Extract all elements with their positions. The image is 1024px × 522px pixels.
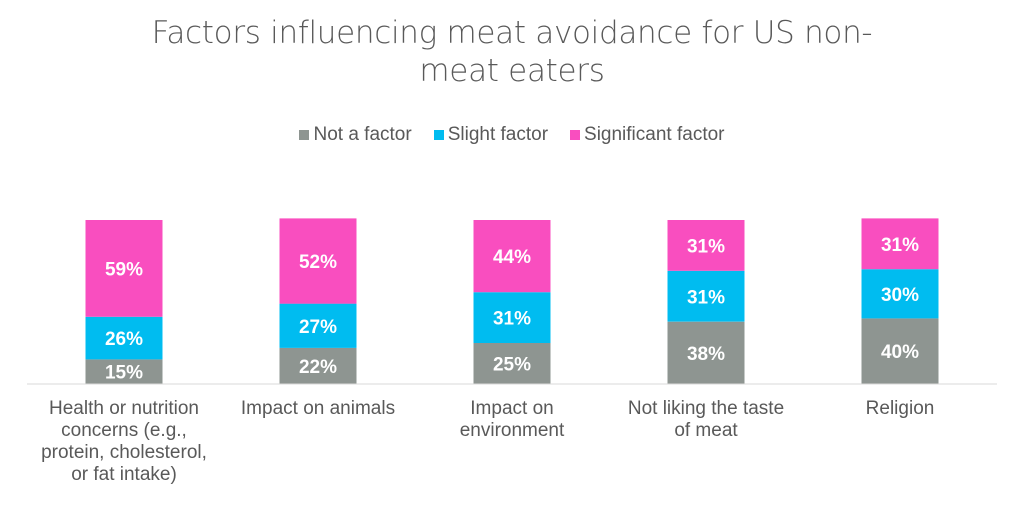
- category-label: Not liking the taste of meat: [609, 398, 803, 442]
- data-label-significant-factor: 31%: [687, 236, 725, 257]
- data-label-slight-factor: 30%: [881, 285, 919, 306]
- bar-segment-not-a-factor: [861, 318, 939, 384]
- legend-swatch-significant-factor: [570, 130, 581, 140]
- legend: Not a factor Slight factor Significant f…: [0, 124, 1024, 146]
- category-label-line: Impact on: [470, 398, 554, 419]
- category-label-line: Religion: [865, 398, 935, 419]
- data-label-not-a-factor: 22%: [299, 357, 337, 378]
- bar-segment-not-a-factor: [85, 359, 163, 384]
- bar-segment-significant-factor: [85, 220, 163, 317]
- category-label-line: Impact on animals: [240, 398, 396, 419]
- legend-label-slight-factor: Slight factor: [447, 124, 549, 145]
- legend-item-significant-factor: Significant factor: [570, 124, 725, 146]
- data-label-slight-factor: 31%: [687, 287, 725, 308]
- legend-item-slight-factor: Slight factor: [433, 124, 549, 146]
- data-label-slight-factor: 27%: [299, 317, 337, 338]
- data-label-not-a-factor: 15%: [105, 363, 143, 384]
- data-label-not-a-factor: 38%: [687, 344, 725, 365]
- bar-segment-significant-factor: [473, 220, 551, 293]
- bar-segment-slight-factor: [85, 316, 163, 360]
- bar-segment-significant-factor: [861, 218, 939, 270]
- bar-segment-slight-factor: [279, 303, 357, 348]
- legend-swatch-not-a-factor: [299, 130, 310, 140]
- category-label-line: environment: [459, 420, 565, 441]
- data-label-not-a-factor: 25%: [493, 355, 531, 376]
- data-label-not-a-factor: 40%: [881, 342, 919, 363]
- category-label: Impact on animals: [221, 398, 415, 420]
- bar-segment-not-a-factor: [473, 343, 551, 384]
- category-label-line: Not liking the taste: [627, 398, 785, 419]
- data-label-significant-factor: 52%: [299, 252, 337, 273]
- chart-title: Factors influencing meat avoidance for U…: [0, 14, 1024, 90]
- chart-title-line-1: Factors influencing meat avoidance for U…: [151, 15, 873, 51]
- category-label-line: protein, cholesterol,: [41, 442, 207, 463]
- data-label-significant-factor: 59%: [105, 259, 143, 280]
- legend-item-not-a-factor: Not a factor: [299, 124, 412, 146]
- legend-label-significant-factor: Significant factor: [584, 124, 725, 145]
- category-label-line: Health or nutrition: [49, 398, 199, 419]
- bar-segment-significant-factor: [667, 220, 745, 271]
- bar-segment-not-a-factor: [279, 347, 357, 384]
- data-label-slight-factor: 31%: [493, 309, 531, 330]
- bar-segment-significant-factor: [279, 218, 357, 304]
- data-label-significant-factor: 44%: [493, 247, 531, 268]
- bar-segment-not-a-factor: [667, 321, 745, 384]
- bars-group: 15% 26% 59% 22% 27% 52% 25% 31% 44% 38% 31% 31% 40% 3…: [85, 218, 939, 384]
- legend-label-not-a-factor: Not a factor: [313, 124, 412, 145]
- chart-title-line-2: meat eaters: [419, 53, 605, 89]
- bar-segment-slight-factor: [667, 270, 745, 322]
- category-label: Religion: [803, 398, 997, 420]
- category-label: Impact on environment: [415, 398, 609, 442]
- category-label-line: of meat: [674, 420, 738, 441]
- category-label-line: or fat intake): [71, 464, 177, 485]
- data-label-slight-factor: 26%: [105, 329, 143, 350]
- bar-segment-slight-factor: [861, 269, 939, 319]
- legend-swatch-slight-factor: [433, 130, 444, 140]
- bar-segment-slight-factor: [473, 292, 551, 343]
- data-label-significant-factor: 31%: [881, 235, 919, 256]
- category-label-line: concerns (e.g.,: [61, 420, 187, 441]
- category-label: Health or nutrition concerns (e.g., protei…: [27, 398, 221, 486]
